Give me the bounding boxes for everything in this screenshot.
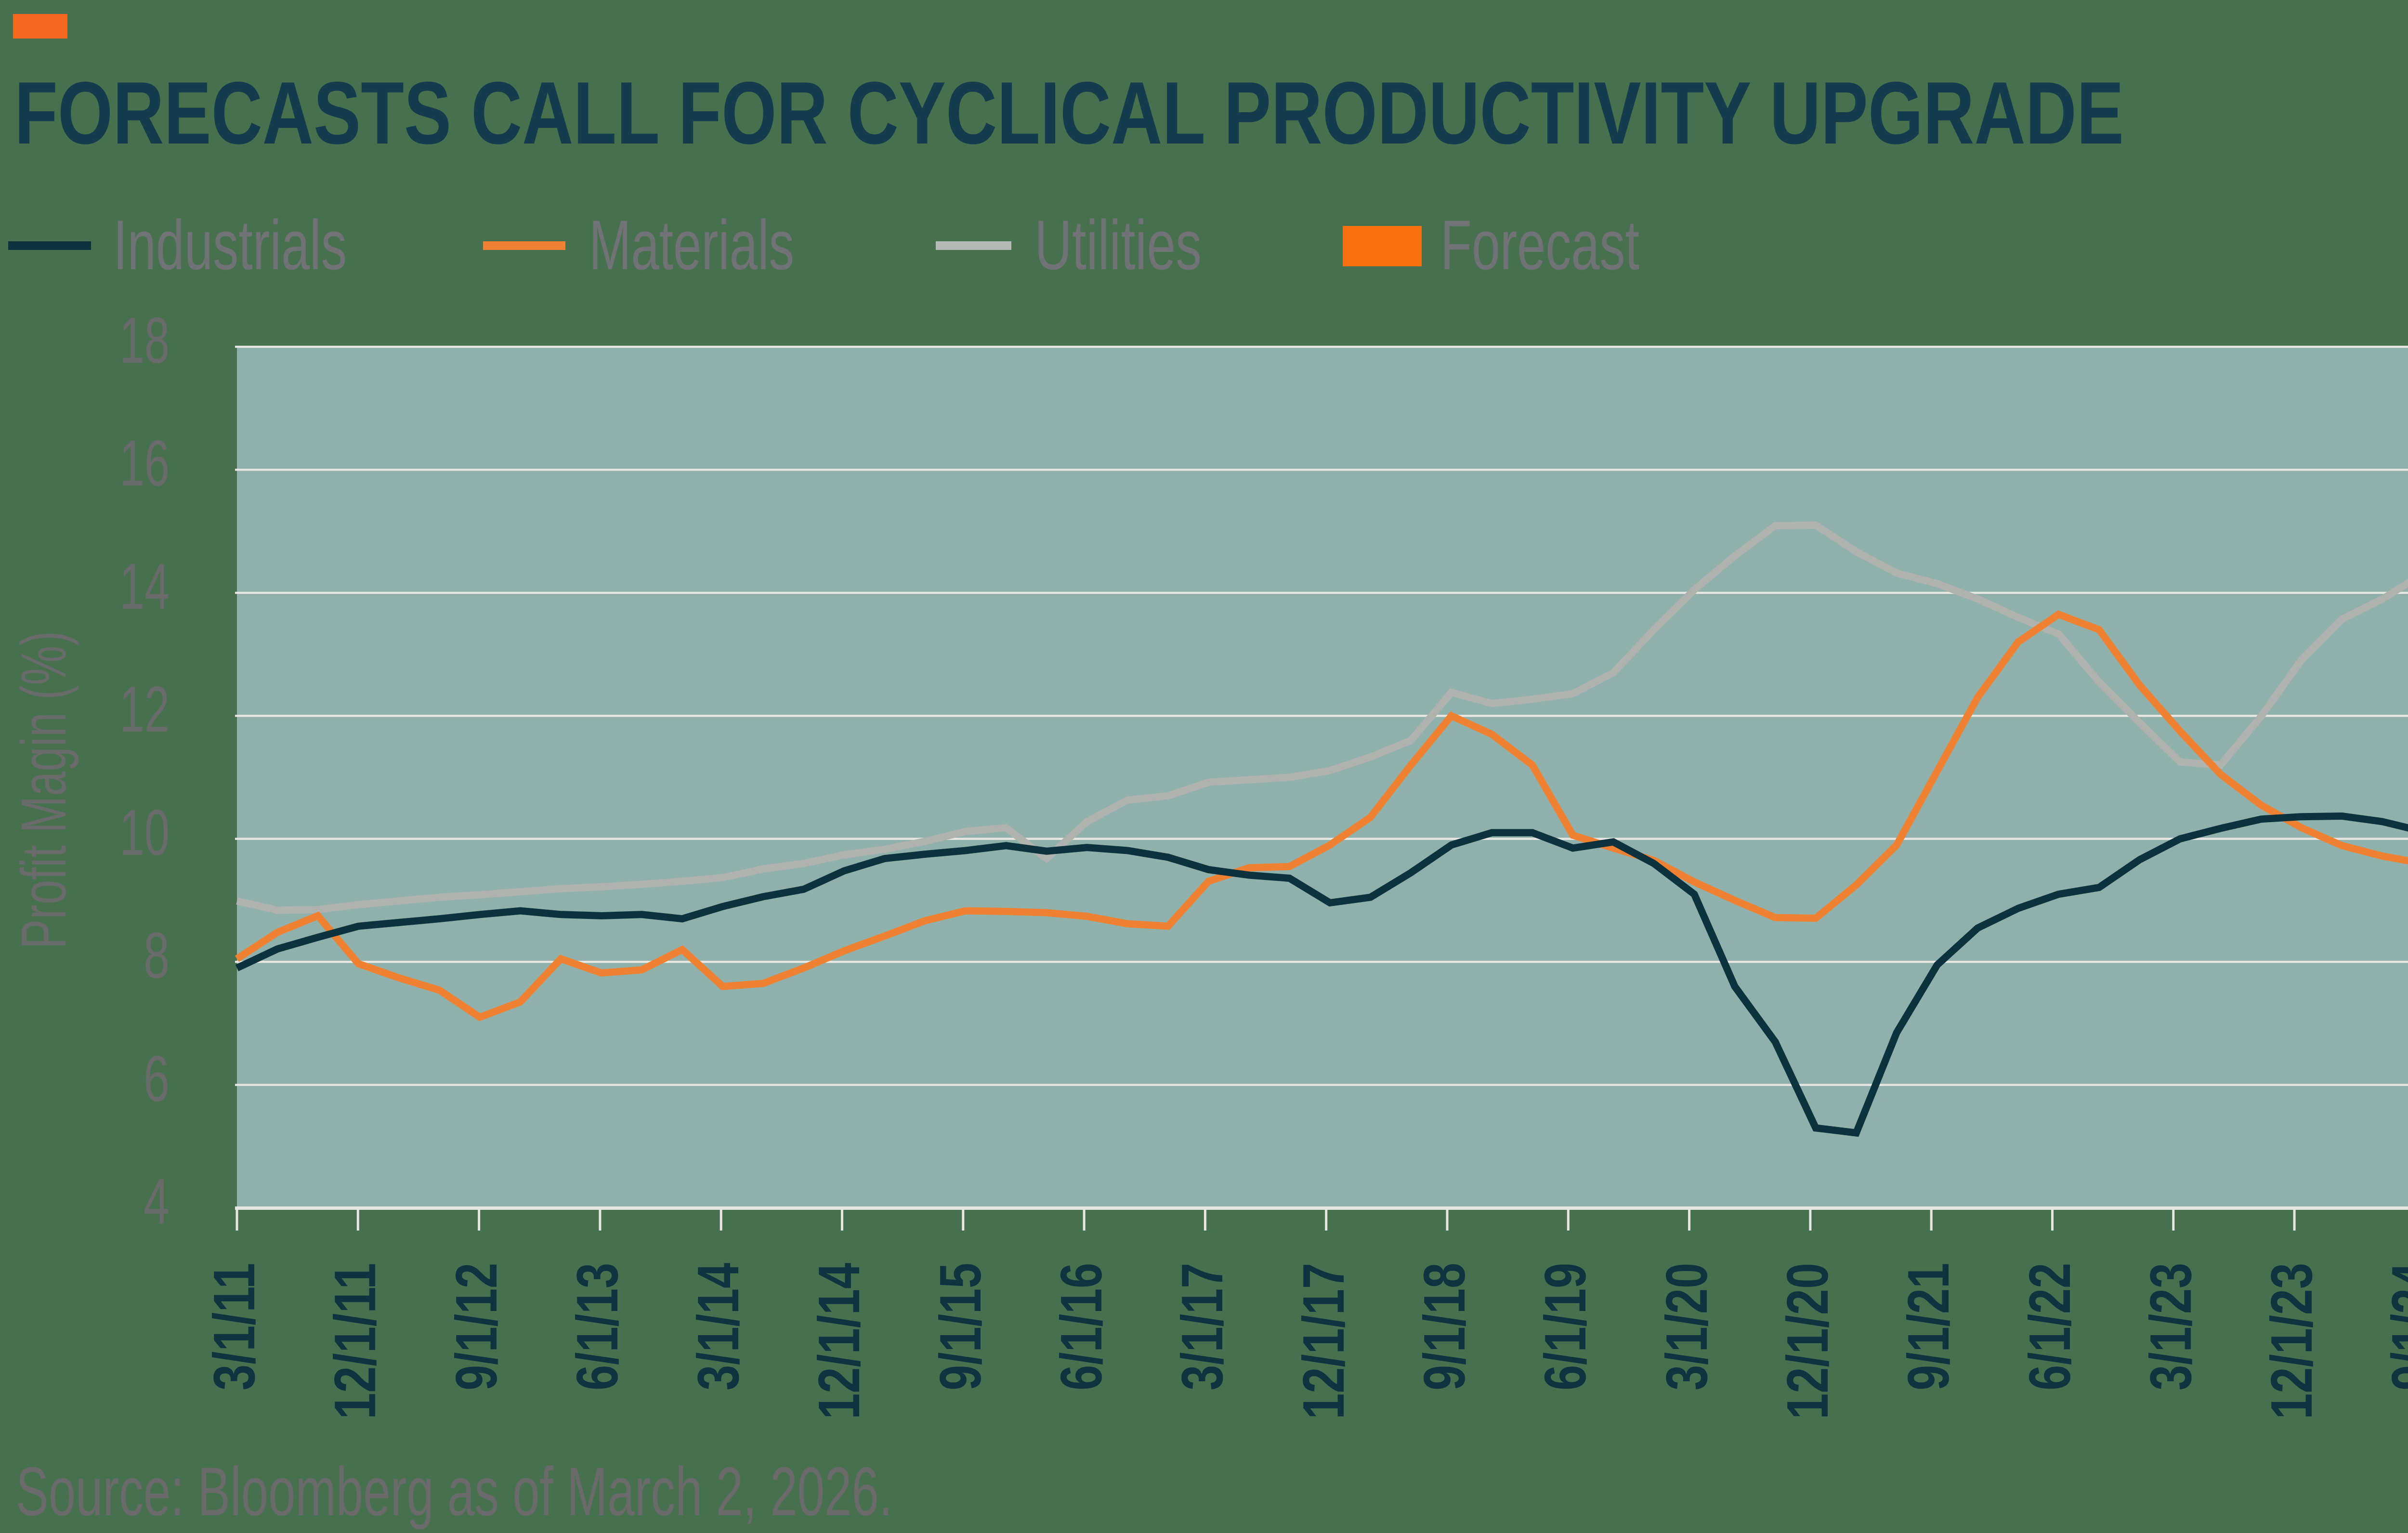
svg-text:3/1/23: 3/1/23 — [2138, 1263, 2203, 1390]
svg-text:12/1/20: 12/1/20 — [1775, 1263, 1840, 1419]
svg-text:8: 8 — [144, 919, 170, 992]
svg-text:9/1/18: 9/1/18 — [1412, 1263, 1477, 1390]
svg-text:6/1/22: 6/1/22 — [2017, 1263, 2082, 1390]
svg-text:9/1/12: 9/1/12 — [444, 1263, 509, 1390]
svg-text:3/1/11: 3/1/11 — [201, 1263, 267, 1390]
svg-text:12: 12 — [119, 673, 170, 746]
svg-text:9/1/21: 9/1/21 — [1896, 1263, 1961, 1390]
svg-text:12/1/17: 12/1/17 — [1291, 1263, 1356, 1419]
svg-text:14: 14 — [119, 550, 170, 623]
svg-text:Forecast: Forecast — [1440, 206, 1639, 284]
svg-text:9/1/15: 9/1/15 — [928, 1263, 993, 1390]
svg-text:12/1/11: 12/1/11 — [322, 1263, 388, 1419]
svg-text:3/1/14: 3/1/14 — [685, 1263, 751, 1390]
svg-text:Industrials: Industrials — [113, 206, 347, 284]
svg-text:9/1/24: 9/1/24 — [2380, 1263, 2408, 1390]
svg-text:12/1/14: 12/1/14 — [806, 1263, 872, 1419]
svg-text:FORECASTS CALL FOR CYCLICAL PR: FORECASTS CALL FOR CYCLICAL PRODUCTIVITY… — [14, 63, 2124, 162]
svg-text:6/1/19: 6/1/19 — [1532, 1263, 1598, 1390]
svg-text:6/1/16: 6/1/16 — [1048, 1263, 1114, 1390]
svg-text:3/1/20: 3/1/20 — [1654, 1263, 1719, 1390]
svg-text:Source: Bloomberg as of March: Source: Bloomberg as of March 2, 2026. — [16, 1454, 892, 1530]
svg-text:Materials: Materials — [589, 206, 794, 284]
svg-text:4: 4 — [144, 1165, 170, 1238]
svg-text:3/1/17: 3/1/17 — [1169, 1263, 1235, 1390]
svg-text:Profit Magin (%): Profit Magin (%) — [8, 631, 79, 949]
svg-text:12/1/23: 12/1/23 — [2259, 1263, 2324, 1419]
svg-text:16: 16 — [119, 427, 170, 499]
svg-text:18: 18 — [119, 304, 170, 377]
svg-text:10: 10 — [119, 796, 170, 869]
svg-text:6/1/13: 6/1/13 — [564, 1263, 630, 1390]
svg-text:6: 6 — [144, 1042, 170, 1115]
svg-text:Utilities: Utilities — [1034, 206, 1202, 284]
